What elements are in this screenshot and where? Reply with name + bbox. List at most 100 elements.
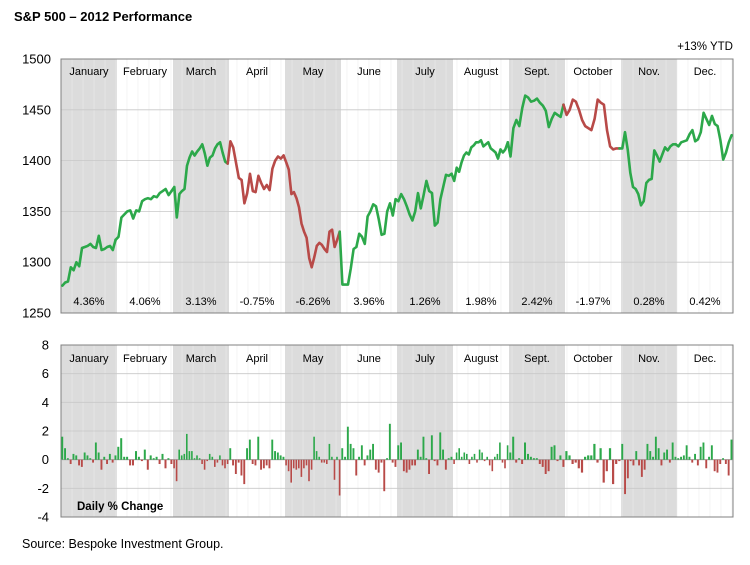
daily-change-bar	[123, 456, 126, 460]
daily-change-bar	[612, 459, 615, 485]
daily-change-bar	[72, 453, 75, 460]
daily-change-bar	[416, 449, 419, 460]
daily-change-bar	[303, 459, 305, 469]
price-line-august	[450, 139, 510, 183]
daily-change-bar	[226, 459, 229, 464]
daily-change-bar	[224, 459, 226, 469]
daily-change-bar	[422, 436, 425, 460]
daily-change-bar	[106, 459, 108, 464]
change-plot-border	[60, 344, 734, 518]
daily-change-bar	[473, 453, 476, 460]
price-line-sept	[506, 94, 565, 158]
daily-change-bar	[512, 436, 515, 460]
daily-change-bar	[674, 456, 677, 460]
daily-change-bar	[433, 459, 436, 462]
daily-change-bar	[198, 458, 201, 460]
daily-change-bar	[501, 459, 504, 463]
daily-change-bar	[251, 459, 254, 464]
daily-change-bar	[652, 456, 654, 460]
price-y-tick-label: 1250	[22, 306, 51, 321]
daily-change-bar	[262, 459, 265, 469]
daily-change-bar	[425, 458, 428, 460]
price-month-shade	[285, 59, 341, 313]
daily-change-bar	[547, 459, 550, 472]
daily-change-bar	[167, 458, 170, 460]
daily-change-bar	[527, 453, 529, 460]
daily-change-bar	[155, 456, 158, 460]
daily-change-bar	[702, 442, 705, 460]
daily-change-bar	[486, 456, 488, 460]
daily-change-bar	[300, 459, 303, 477]
daily-change-bar	[515, 459, 518, 463]
daily-change-bar	[574, 459, 577, 463]
change-month-label: January	[69, 353, 109, 365]
daily-change-bar	[400, 442, 402, 460]
daily-change-bar	[629, 459, 632, 462]
daily-change-bar	[499, 442, 501, 460]
daily-change-bar	[221, 459, 224, 466]
daily-change-bar	[538, 459, 541, 464]
daily-change-bar	[276, 452, 279, 460]
daily-change-bar	[64, 448, 66, 460]
daily-change-bar	[671, 442, 674, 460]
daily-change-bar	[444, 459, 447, 470]
daily-change-bar	[214, 459, 216, 467]
change-y-tick-label: 4	[42, 395, 49, 410]
daily-change-bar	[506, 445, 509, 460]
daily-change-bar	[315, 451, 318, 460]
daily-change-bar	[246, 448, 248, 460]
daily-change-bar	[274, 451, 276, 460]
daily-change-bar	[158, 459, 161, 464]
daily-change-bar	[635, 451, 638, 460]
daily-change-bar	[100, 459, 103, 470]
daily-change-bar	[442, 449, 444, 460]
daily-change-bar	[369, 449, 372, 460]
daily-change-bar	[349, 443, 352, 460]
price-month-label: April	[246, 66, 268, 78]
change-month-label: July	[415, 353, 435, 365]
daily-change-bar	[290, 459, 292, 483]
daily-change-bar	[496, 453, 499, 460]
daily-change-bar	[173, 459, 175, 469]
daily-change-bar	[553, 445, 556, 460]
daily-change-bar	[188, 451, 191, 460]
daily-change-bar	[559, 455, 562, 460]
daily-change-bar	[292, 459, 295, 469]
daily-change-bar	[232, 459, 234, 466]
daily-change-bar	[624, 459, 626, 495]
daily-change-bar	[696, 459, 699, 466]
daily-change-bar	[320, 459, 323, 463]
daily-change-bar	[565, 451, 568, 460]
daily-change-bar	[524, 442, 526, 460]
monthly-change-label: 1.26%	[409, 296, 440, 308]
daily-change-bar	[243, 459, 246, 485]
daily-change-bar	[86, 455, 89, 460]
price-plot-border	[60, 58, 734, 314]
daily-change-bar	[358, 456, 360, 460]
chart-title: S&P 500 – 2012 Performance	[14, 9, 193, 24]
daily-change-bar	[621, 443, 624, 460]
daily-change-bar	[596, 459, 599, 463]
daily-change-bar	[229, 448, 232, 460]
change-month-label: May	[303, 353, 324, 365]
price-month-label: July	[415, 66, 435, 78]
price-line-nov	[618, 130, 678, 207]
daily-change-bar	[615, 459, 618, 464]
daily-change-bar	[103, 456, 106, 460]
monthly-change-label: -0.75%	[240, 296, 275, 308]
daily-change-bar	[419, 456, 422, 460]
daily-change-bar	[89, 458, 92, 460]
daily-change-bar	[260, 459, 262, 470]
daily-change-bar	[137, 456, 140, 460]
daily-change-bar	[180, 455, 183, 460]
monthly-change-label: -1.97%	[576, 296, 611, 308]
daily-change-bar	[308, 459, 310, 482]
daily-change-bar	[471, 456, 473, 460]
daily-change-bar	[550, 446, 553, 460]
price-y-tick-label: 1350	[22, 204, 51, 219]
daily-change-bar	[529, 456, 532, 460]
daily-change-bar	[129, 459, 132, 466]
daily-change-bar	[708, 456, 710, 460]
daily-change-bar	[295, 459, 298, 470]
price-month-label: January	[69, 66, 109, 78]
